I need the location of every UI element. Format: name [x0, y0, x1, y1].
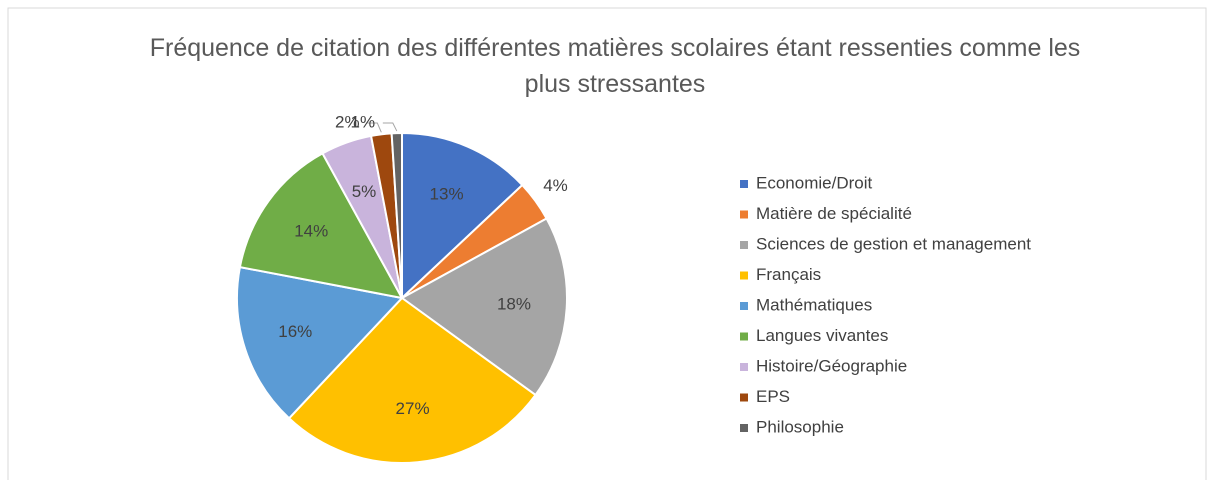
legend-label: Français [756, 265, 821, 284]
legend-label: Sciences de gestion et management [756, 234, 1031, 253]
pie-slice [390, 131, 403, 299]
data-label: 13% [430, 185, 464, 204]
legend-label: Economie/Droit [756, 173, 872, 192]
data-label: 4% [543, 176, 568, 195]
data-label: 18% [497, 295, 531, 314]
data-label: 27% [396, 399, 430, 418]
leader-line [382, 122, 398, 132]
legend-swatch [740, 271, 748, 280]
pie-slice [238, 152, 404, 300]
chart-border [7, 7, 1207, 480]
pie-slice [236, 265, 404, 420]
data-label: 2% [335, 112, 360, 131]
chart-title: Fréquence de citation des différentes ma… [149, 34, 1081, 98]
legend-swatch [740, 210, 748, 219]
legend-swatch [740, 332, 748, 341]
pie-slice [400, 217, 568, 397]
leader-line [367, 122, 382, 133]
data-label: 14% [294, 222, 328, 241]
legend-swatch [740, 302, 748, 310]
data-label: 5% [352, 182, 377, 201]
legend-label: EPS [756, 387, 790, 406]
pie-slice [401, 131, 524, 301]
legend-label: Langues vivantes [756, 326, 888, 345]
legend-label: Histoire/Géographie [756, 356, 907, 375]
legend-swatch [740, 424, 748, 432]
data-label: 16% [278, 322, 312, 341]
legend-label: Mathématiques [756, 295, 872, 314]
legend-swatch [740, 241, 748, 249]
legend-swatch [740, 180, 748, 188]
pie-slice [287, 296, 537, 464]
legend-swatch [740, 393, 748, 402]
legend-swatch [740, 363, 748, 371]
data-label: 1% [351, 112, 376, 131]
legend-label: Philosophie [756, 417, 844, 436]
legend-label: Matière de spécialité [756, 204, 912, 223]
